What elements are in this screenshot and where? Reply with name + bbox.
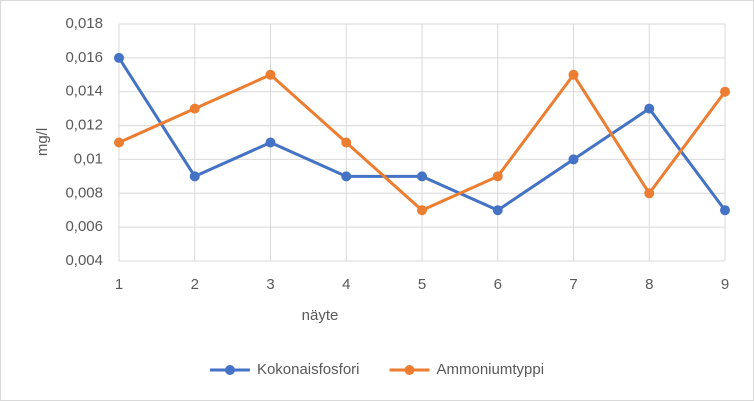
y-tick-label: 0,018 bbox=[65, 15, 103, 32]
data-point bbox=[189, 171, 200, 182]
y-tick-label: 0,012 bbox=[65, 117, 103, 134]
data-point bbox=[568, 69, 579, 80]
data-point bbox=[189, 103, 200, 114]
data-point bbox=[114, 52, 124, 63]
data-point bbox=[492, 205, 503, 216]
legend-label: Ammoniumtyppi bbox=[437, 361, 545, 378]
data-point bbox=[492, 171, 503, 182]
y-tick-label: 0,004 bbox=[65, 252, 103, 269]
y-axis-label: mg/l bbox=[34, 128, 51, 156]
y-tick-label: 0,006 bbox=[65, 218, 103, 235]
y-tick-label: 0,008 bbox=[65, 184, 103, 201]
data-point bbox=[720, 205, 730, 216]
y-tick-label: 0,01 bbox=[74, 150, 103, 167]
legend-label: Kokonaisfosfori bbox=[257, 361, 360, 378]
data-point bbox=[417, 171, 427, 182]
data-point bbox=[644, 188, 655, 199]
data-point bbox=[417, 205, 427, 216]
y-tick-label: 0,016 bbox=[65, 49, 103, 66]
x-tick-label: 3 bbox=[266, 276, 274, 293]
x-tick-label: 4 bbox=[342, 276, 350, 293]
data-point bbox=[644, 103, 655, 114]
data-point bbox=[265, 69, 276, 80]
data-point bbox=[720, 86, 730, 97]
x-tick-label: 1 bbox=[115, 276, 123, 293]
data-point bbox=[341, 171, 352, 182]
x-tick-label: 6 bbox=[494, 276, 502, 293]
data-point bbox=[568, 154, 579, 165]
legend-marker bbox=[224, 365, 235, 375]
data-point bbox=[265, 137, 276, 148]
y-tick-label: 0,014 bbox=[65, 83, 103, 100]
legend-marker bbox=[404, 365, 415, 375]
x-tick-label: 5 bbox=[418, 276, 426, 293]
x-tick-label: 9 bbox=[721, 276, 729, 293]
x-axis-label: näyte bbox=[302, 307, 339, 324]
x-tick-label: 7 bbox=[569, 276, 577, 293]
x-tick-label: 2 bbox=[191, 276, 199, 293]
data-point bbox=[341, 137, 352, 148]
x-tick-label: 8 bbox=[645, 276, 653, 293]
data-point bbox=[114, 137, 124, 148]
